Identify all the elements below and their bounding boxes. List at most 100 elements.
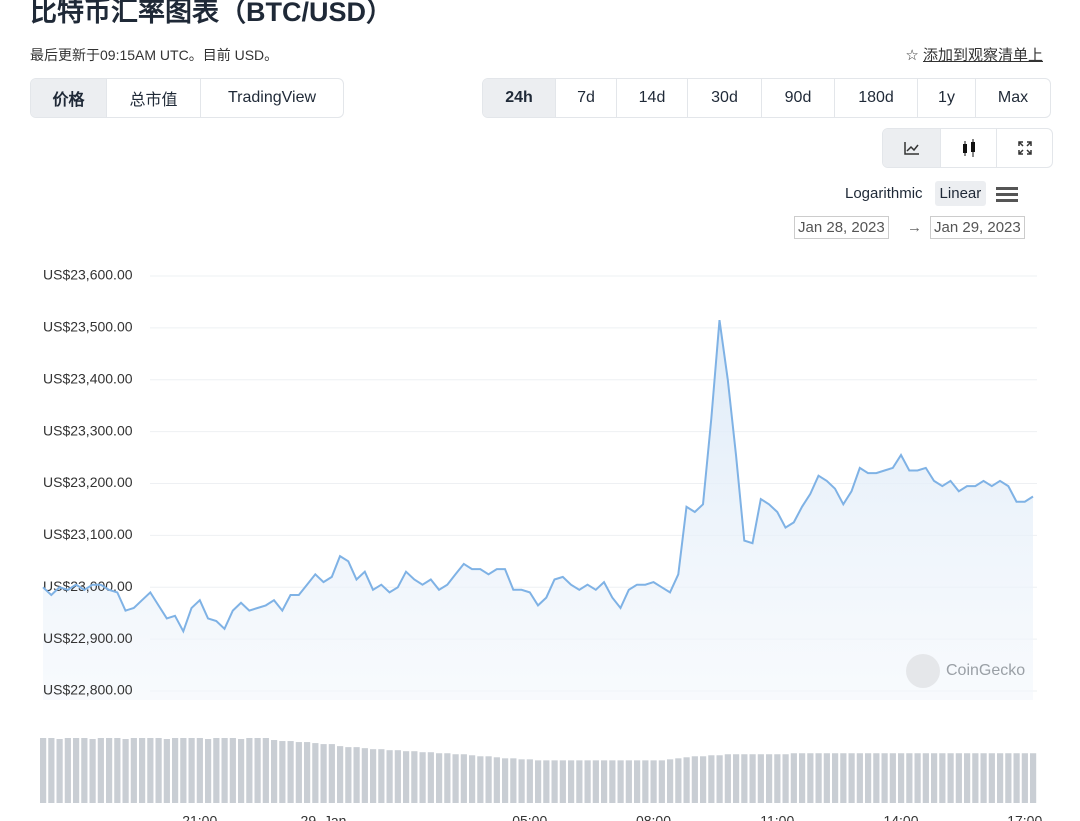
- volume-bar: [964, 753, 971, 803]
- range[interactable]: 90d: [762, 79, 835, 117]
- arrow: →: [907, 219, 922, 236]
- volume-bar: [568, 760, 575, 803]
- volume-bar: [394, 750, 401, 803]
- date-from[interactable]: Jan 28, 2023: [794, 216, 889, 239]
- volume-bar: [460, 754, 467, 803]
- volume-bar: [535, 760, 542, 803]
- volume-bar: [114, 738, 121, 803]
- volume-bar: [683, 757, 690, 803]
- volume-bar: [733, 754, 740, 803]
- watchlist-link[interactable]: ☆ 添加到观察清单上: [905, 47, 1043, 64]
- volume-bar: [73, 738, 80, 803]
- volume-bar: [147, 738, 154, 803]
- x-tick-label: 21:00: [182, 813, 217, 821]
- volume-bar: [477, 756, 484, 803]
- volume-bar: [931, 753, 938, 803]
- volume-bar: [139, 738, 146, 803]
- volume-bar: [815, 753, 822, 803]
- volume-bar: [799, 753, 806, 803]
- range[interactable]: 24h: [483, 79, 556, 117]
- volume-bar: [320, 744, 327, 803]
- volume-bar: [947, 753, 954, 803]
- volume-bar: [848, 753, 855, 803]
- volume-bar: [172, 738, 179, 803]
- range[interactable]: Max: [997, 89, 1029, 106]
- volume-bar: [312, 743, 319, 803]
- x-tick-label: 05:00: [512, 813, 547, 821]
- y-tick-label: US$23,200.00: [43, 474, 133, 490]
- range[interactable]: 30d: [688, 79, 762, 117]
- menu-icon[interactable]: [996, 185, 1019, 203]
- watchlist-text[interactable]: 添加到观察清单上: [922, 47, 1043, 64]
- volume-bar: [840, 753, 847, 803]
- tab[interactable]: TradingView: [227, 89, 317, 106]
- y-tick-label: US$23,100.00: [43, 526, 133, 542]
- volume-bar: [675, 758, 682, 803]
- volume-bar: [807, 753, 814, 803]
- volume-bar: [81, 738, 88, 803]
- volume-bar: [353, 747, 360, 803]
- volume-bar: [766, 754, 773, 803]
- volume-bar: [997, 753, 1004, 803]
- scale-option[interactable]: Logarithmic: [845, 185, 923, 202]
- volume-bar: [576, 760, 583, 803]
- date-to[interactable]: Jan 29, 2023: [930, 216, 1025, 239]
- volume-bar: [609, 760, 616, 803]
- volume-bar: [592, 760, 599, 803]
- range[interactable]: 1y: [918, 79, 976, 117]
- y-tick-label: US$23,000.00: [43, 578, 133, 594]
- chart-type-group: [882, 128, 1053, 168]
- volume-bar: [229, 738, 236, 803]
- volume-bar: [205, 739, 212, 803]
- volume-bar: [865, 753, 872, 803]
- volume-bar: [526, 759, 533, 803]
- volume-bar: [988, 753, 995, 803]
- volume-bar: [254, 738, 261, 803]
- range-group: 24h 7d 14d 30d 90d 180d 1y Max: [482, 78, 1051, 118]
- range[interactable]: 7d: [556, 79, 617, 117]
- candle-icon[interactable]: [941, 129, 997, 167]
- volume-bar: [493, 757, 500, 803]
- volume-bar: [452, 754, 459, 803]
- volume-bar: [1013, 753, 1020, 803]
- y-tick-label: US$23,600.00: [43, 267, 133, 283]
- volume-bar: [856, 753, 863, 803]
- volume-bar: [403, 751, 410, 803]
- volume-bar: [469, 755, 476, 803]
- volume-bar: [502, 758, 509, 803]
- updated-text: 最后更新于09:15AM UTC。目前 USD。: [30, 47, 279, 63]
- volume-bar: [345, 747, 352, 803]
- volume-bar: [1005, 753, 1012, 803]
- volume-bar: [444, 753, 451, 803]
- y-tick-label: US$22,900.00: [43, 630, 133, 646]
- range[interactable]: 180d: [835, 79, 918, 117]
- volume-bar: [601, 760, 608, 803]
- volume-bar: [551, 760, 558, 803]
- volume-bar: [106, 738, 113, 803]
- volume-bar: [584, 760, 591, 803]
- volume-bar: [188, 738, 195, 803]
- volume-bar: [485, 756, 492, 803]
- volume-bar: [790, 753, 797, 803]
- tab[interactable]: 价格: [31, 79, 107, 117]
- volume-bar: [89, 739, 96, 803]
- x-tick-label: 29. Jan: [301, 813, 347, 821]
- volume-bar: [873, 753, 880, 803]
- volume-bar: [642, 760, 649, 803]
- tab[interactable]: 总市值: [107, 79, 201, 117]
- fullscreen-icon[interactable]: [997, 129, 1052, 167]
- line-icon[interactable]: [883, 129, 941, 167]
- volume-bar: [378, 749, 385, 803]
- volume-bar: [757, 754, 764, 803]
- icon: [1017, 141, 1032, 155]
- scale-option[interactable]: Linear: [934, 181, 987, 206]
- y-tick-label: US$23,300.00: [43, 422, 133, 438]
- tab-group: 价格 总市值 TradingView: [30, 78, 344, 118]
- x-tick-label: 17:00: [1007, 813, 1042, 821]
- volume-bar: [939, 753, 946, 803]
- range[interactable]: 14d: [617, 79, 688, 117]
- x-tick-label: 14:00: [883, 813, 918, 821]
- volume-bar: [246, 738, 253, 803]
